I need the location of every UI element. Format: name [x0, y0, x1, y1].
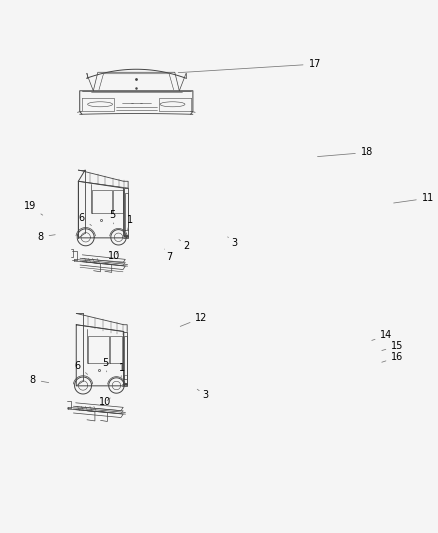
Text: 19: 19 [24, 201, 43, 215]
Text: 17: 17 [178, 59, 321, 72]
Text: 10: 10 [109, 252, 121, 262]
Text: 18: 18 [318, 148, 373, 157]
Text: 10: 10 [99, 397, 111, 407]
Text: 11: 11 [394, 193, 434, 203]
Text: 3: 3 [197, 389, 208, 400]
Text: 1: 1 [119, 363, 125, 377]
Text: 12: 12 [180, 313, 208, 326]
Text: 6: 6 [74, 361, 88, 375]
Text: 5: 5 [102, 358, 108, 372]
Text: 8: 8 [30, 375, 49, 385]
Text: 3: 3 [228, 237, 237, 247]
Text: 14: 14 [372, 330, 393, 341]
Text: 16: 16 [382, 352, 403, 362]
Text: 5: 5 [109, 210, 116, 224]
Text: 7: 7 [165, 249, 172, 262]
Text: 15: 15 [382, 341, 404, 351]
Text: 8: 8 [38, 232, 55, 242]
Text: 1: 1 [127, 215, 133, 230]
Text: 6: 6 [79, 213, 92, 225]
Text: 2: 2 [179, 239, 190, 251]
